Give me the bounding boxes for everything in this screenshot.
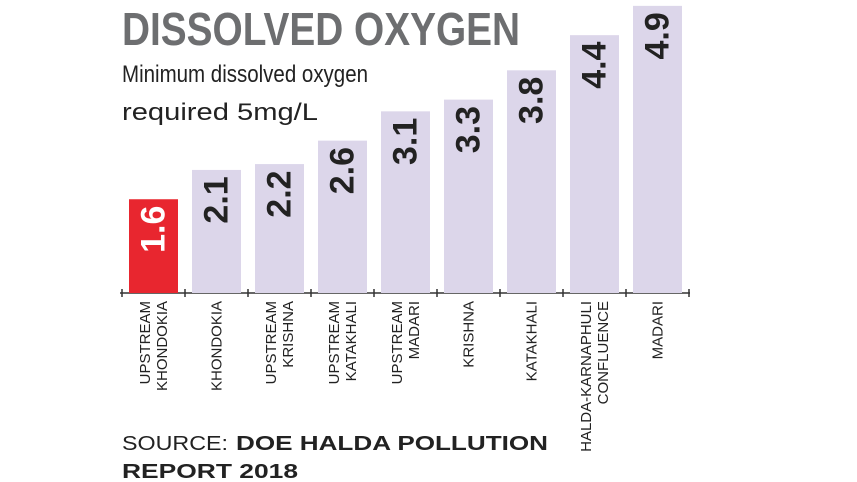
data-label: 4.4 <box>576 41 614 88</box>
bar <box>255 164 304 293</box>
bar <box>507 70 556 293</box>
x-tick-label: UPSTREAM KRISHNA <box>263 301 297 384</box>
bar <box>192 169 241 293</box>
data-label: 2.6 <box>324 147 362 194</box>
x-tick-label-line: CONFLUENCE <box>595 301 612 409</box>
x-tick-label-line: KRISHNA <box>280 301 297 372</box>
bar <box>129 199 178 293</box>
data-label: 3.8 <box>513 77 551 124</box>
data-label: 3.3 <box>450 106 488 153</box>
data-label: 2.1 <box>198 176 236 223</box>
bar <box>633 5 682 294</box>
source: REPORT 2018 <box>122 461 298 482</box>
x-tick-label-line: KATAKHALI <box>343 301 360 385</box>
bar <box>318 140 367 293</box>
x-tick-label: HALDA-KARNAPHULI CONFLUENCE <box>578 301 612 452</box>
source: DOE HALDA POLLUTION <box>236 433 548 455</box>
data-label: 2.2 <box>261 170 299 217</box>
x-tick-label-line: UPSTREAM <box>263 301 280 384</box>
x-tick-label-line: UPSTREAM <box>389 301 406 384</box>
x-tick-label: UPSTREAM MADARI <box>389 301 423 384</box>
x-tick-label-line: MADARI <box>406 301 423 364</box>
x-tick-label: UPSTREAM KATAKHALI <box>326 301 360 385</box>
x-tick-label-line: UPSTREAM <box>137 301 154 384</box>
x-tick-label: KATAKHALI <box>524 301 541 381</box>
subtitle: Minimum dissolved oxygen <box>122 61 368 88</box>
bar <box>381 111 430 293</box>
x-tick-label: MADARI <box>650 301 667 359</box>
data-label: 4.9 <box>639 12 677 59</box>
x-tick-label: UPSTREAM KHONDOKIA <box>137 301 171 395</box>
subtitle: required 5mg/L <box>122 99 318 126</box>
data-label: 1.6 <box>135 206 173 253</box>
source-label: SOURCE: <box>122 433 228 455</box>
x-tick-label-line: KHONDOKIA <box>154 301 171 395</box>
bar <box>570 35 619 293</box>
bar <box>444 99 493 294</box>
data-label: 3.1 <box>387 118 425 165</box>
x-tick-label-line: HALDA-KARNAPHULI <box>578 301 595 452</box>
x-tick-label: KRISHNA <box>461 301 478 368</box>
x-tick-label-line: UPSTREAM <box>326 301 343 384</box>
x-tick-label: KHONDOKIA <box>209 301 226 391</box>
chart-title: DISSOLVED OXYGEN <box>122 3 520 55</box>
